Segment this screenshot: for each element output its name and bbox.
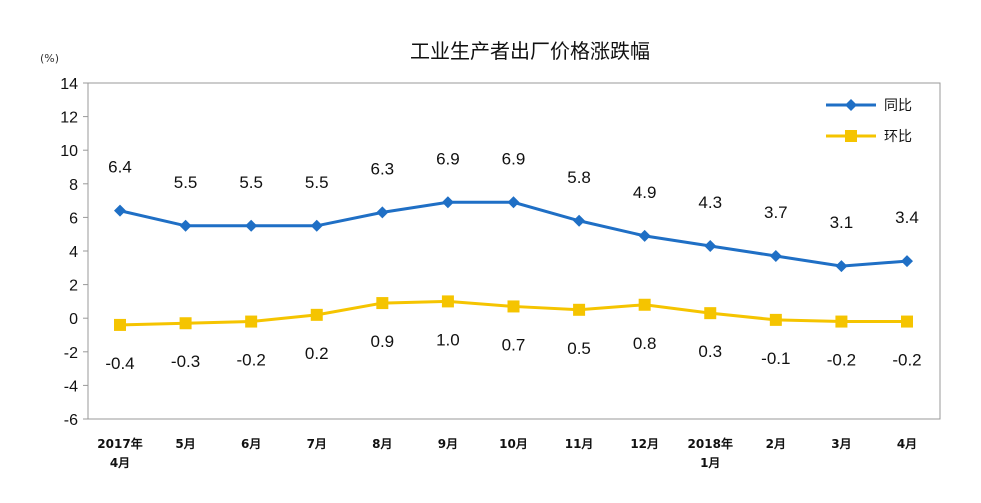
data-point (573, 214, 586, 227)
x-tick-label: 9月 (438, 437, 458, 451)
x-tick-label: 11月 (565, 437, 594, 451)
data-label: 6.9 (436, 149, 460, 168)
data-label: 0.7 (502, 335, 526, 354)
data-point (507, 196, 520, 209)
data-point (310, 219, 323, 232)
x-tick-label: 2018年 (688, 436, 733, 451)
data-label: 5.5 (239, 173, 263, 192)
series-layer: 6.4 5.5 5.5 5.5 6.3 6.9 6.9 5.8 4.9 4.3 3.7 3.1 3.4 -… (105, 149, 921, 373)
x-axis: 2017年 4月 5月 6月 7月 8月 9月 10月 11月 12月 2018年 1月 2月 3月 4月 (97, 436, 917, 470)
y-tick-label: -2 (64, 345, 78, 362)
data-point (638, 298, 651, 311)
data-label: -0.3 (171, 352, 200, 371)
data-point (179, 219, 192, 232)
x-tick-label: 4月 (897, 437, 917, 451)
y-tick-label: 0 (69, 311, 78, 328)
y-unit-label: (%) (40, 52, 59, 65)
x-tick-label: 5月 (175, 437, 195, 451)
data-label: 0.5 (567, 339, 591, 358)
y-tick-label: 14 (60, 76, 78, 93)
data-label: 6.9 (502, 149, 526, 168)
data-label: 5.5 (305, 173, 329, 192)
x-tick-label: 2月 (766, 437, 786, 451)
y-tick-label: -6 (64, 412, 78, 429)
series-mom: -0.4 -0.3 -0.2 0.2 0.9 1.0 0.7 0.5 0.8 0.3 -0.1 -0.… (105, 295, 922, 373)
data-label: 1.0 (436, 330, 460, 349)
data-label: 0.8 (633, 334, 657, 353)
x-tick-label: 2017年 (97, 436, 142, 451)
data-point (441, 196, 454, 209)
y-axis: 14 12 10 8 6 4 2 0 -2 -4 -6 (60, 76, 88, 429)
data-point (835, 260, 848, 273)
data-point (704, 307, 717, 320)
data-point (901, 255, 913, 268)
data-label: 0.9 (371, 332, 395, 351)
x-tick-label: 6月 (241, 437, 261, 451)
x-tick-label: 8月 (372, 437, 392, 451)
data-label: 4.9 (633, 183, 657, 202)
x-tick-label: 1月 (700, 456, 720, 470)
data-point (245, 315, 258, 328)
y-tick-label: 6 (69, 210, 78, 227)
data-point (114, 318, 126, 331)
data-label: 3.4 (895, 208, 919, 227)
data-point (179, 317, 192, 330)
data-point (441, 295, 454, 308)
data-point (769, 250, 782, 263)
y-tick-label: 8 (69, 177, 78, 194)
y-tick-label: -4 (64, 378, 78, 395)
series-line (119, 200, 908, 268)
data-label: 3.1 (830, 213, 854, 232)
y-tick-label: 4 (69, 244, 78, 261)
data-label: 6.4 (108, 158, 132, 177)
series-yoy: 6.4 5.5 5.5 5.5 6.3 6.9 6.9 5.8 4.9 4.3 3.7 3.1 3.4 (108, 149, 919, 273)
data-label: 6.3 (371, 159, 395, 178)
legend-label: 同比 (884, 98, 912, 114)
data-point (835, 315, 848, 328)
chart-title: 工业生产者出厂价格涨跌幅 (410, 39, 650, 63)
x-tick-label: 4月 (110, 456, 130, 470)
data-label: -0.1 (761, 349, 790, 368)
data-label: 4.3 (698, 193, 722, 212)
data-label: -0.2 (827, 351, 856, 370)
data-label: -0.2 (237, 351, 266, 370)
x-tick-label: 12月 (630, 437, 659, 451)
data-label: 0.3 (698, 342, 722, 361)
data-point (573, 303, 586, 316)
data-label: 5.5 (174, 173, 198, 192)
data-point (245, 219, 258, 232)
legend-marker (845, 130, 857, 142)
data-label: -0.2 (892, 351, 921, 370)
data-point (114, 204, 126, 217)
legend-label: 环比 (884, 129, 912, 145)
data-point (901, 315, 913, 328)
data-point (507, 300, 520, 313)
data-point (376, 297, 389, 310)
data-label: 0.2 (305, 344, 329, 363)
data-point (704, 239, 717, 252)
data-point (638, 229, 651, 242)
data-label: 3.7 (764, 203, 788, 222)
data-point (376, 206, 389, 219)
x-tick-label: 10月 (499, 437, 528, 451)
y-tick-label: 12 (60, 110, 78, 127)
x-tick-label: 3月 (831, 437, 851, 451)
y-tick-label: 2 (69, 278, 78, 295)
data-label: 5.8 (567, 168, 591, 187)
legend-marker (845, 99, 857, 111)
data-label: -0.4 (105, 354, 134, 373)
plot-frame (87, 82, 941, 420)
x-tick-label: 7月 (307, 437, 327, 451)
y-tick-label: 10 (60, 143, 78, 160)
data-point (769, 313, 782, 326)
data-point (310, 308, 323, 321)
